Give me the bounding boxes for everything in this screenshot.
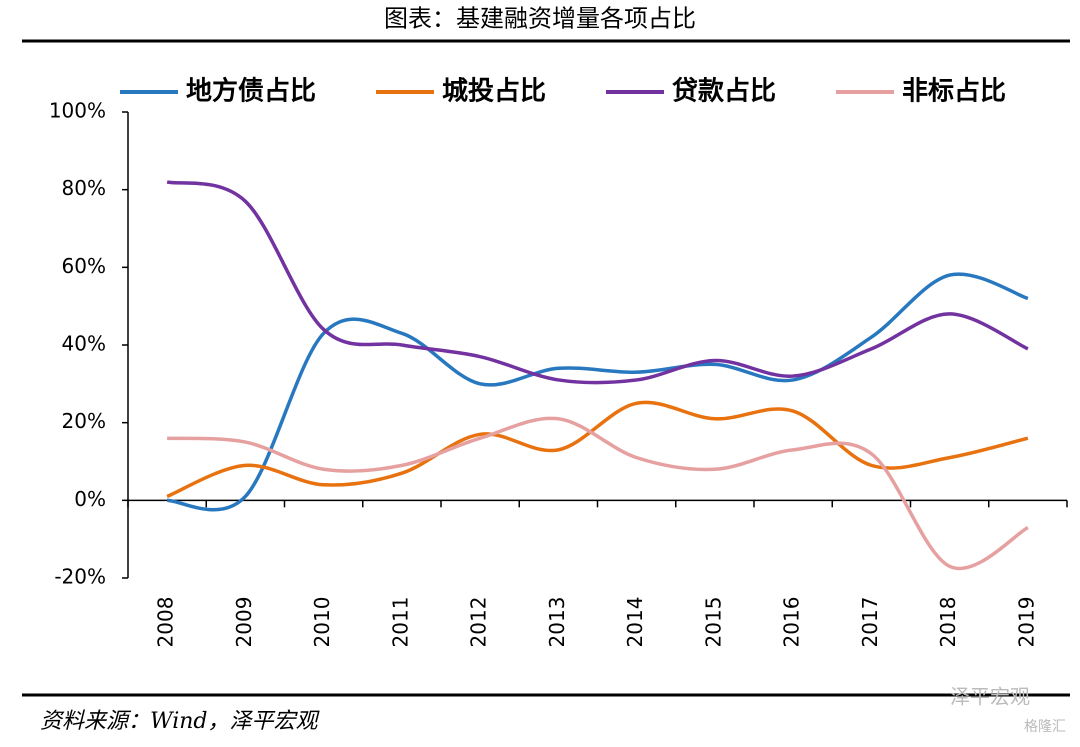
x-tick-label: 2017 (858, 597, 882, 648)
source: 资料来源：Wind，泽平宏观 (40, 709, 321, 734)
y-tick-label: -20% (54, 565, 106, 589)
x-tick-label: 2016 (780, 597, 804, 648)
x-tick-label: 2014 (623, 597, 647, 648)
watermark: 格隆汇 (1024, 719, 1066, 735)
x-tick-label: 2013 (545, 597, 569, 648)
y-tick-label: 60% (62, 254, 106, 278)
legend-label: 贷款占比 (672, 76, 776, 107)
chart-title: 图表：基建融资增量各项占比 (384, 5, 696, 33)
x-tick-label: 2018 (936, 597, 960, 648)
x-tick-label: 2008 (154, 597, 178, 648)
y-tick-label: 40% (62, 332, 106, 356)
series-line (167, 416, 1029, 571)
watermark: 泽平宏观 (950, 685, 1030, 709)
x-tick-label: 2011 (388, 597, 412, 648)
series-line (166, 272, 1029, 512)
x-tick-label: 2019 (1014, 597, 1038, 648)
legend-label: 城投占比 (442, 77, 546, 107)
legend-label: 地方债占比 (186, 76, 316, 107)
series-line (166, 180, 1029, 385)
legend-label: 非标占比 (902, 77, 1006, 107)
x-tick-label: 2015 (701, 597, 725, 648)
x-tick-label: 2012 (467, 597, 491, 648)
x-tick-label: 2010 (310, 597, 334, 648)
y-tick-label: 80% (62, 176, 106, 200)
y-tick-label: 0% (74, 487, 106, 511)
y-tick-label: 100% (49, 99, 106, 123)
series-line (166, 400, 1029, 499)
x-tick-label: 2009 (232, 597, 256, 648)
y-tick-label: 20% (62, 409, 106, 433)
